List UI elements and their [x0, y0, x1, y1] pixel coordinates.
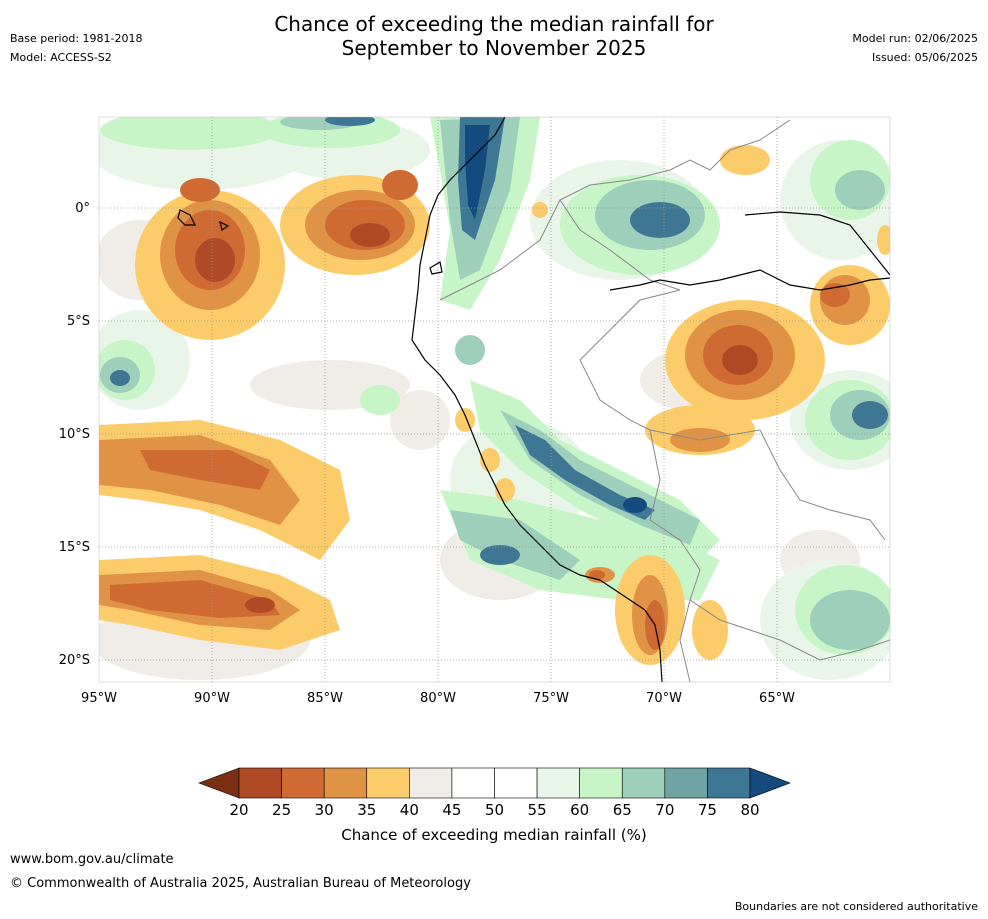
colorbar-segment — [536, 767, 580, 799]
colorbar-tick-label: 40 — [400, 801, 419, 819]
colorbar-tick-label: 80 — [740, 801, 759, 819]
colorbar-tick-label: 65 — [613, 801, 632, 819]
colorbar-tick-label: 60 — [570, 801, 589, 819]
colorbar-segment — [621, 767, 666, 799]
map-frame — [98, 116, 891, 683]
lon-label-80w: 80°W — [420, 691, 456, 706]
lon-label-70w: 70°W — [646, 691, 682, 706]
model-text: Model: ACCESS-S2 — [10, 51, 112, 64]
colorbar-tick-label: 30 — [315, 801, 334, 819]
colorbar-segment — [323, 767, 368, 799]
lat-label-20s: 20°S — [59, 653, 90, 668]
lat-label-15s: 15°S — [59, 540, 90, 555]
colorbar-segment — [664, 767, 708, 799]
colorbar-segment — [579, 767, 623, 799]
colorbar-tick-label: 70 — [655, 801, 674, 819]
lon-label-85w: 85°W — [307, 691, 343, 706]
model-run-text: Model run: 02/06/2025 — [852, 32, 978, 45]
colorbar-tick-label: 45 — [442, 801, 461, 819]
coastline — [177, 117, 890, 682]
colorbar-segment — [281, 767, 325, 799]
lat-label-0: 0° — [75, 201, 90, 216]
lon-label-75w: 75°W — [533, 691, 569, 706]
colorbar-tick-label: 25 — [272, 801, 291, 819]
colorbar-segment — [707, 767, 751, 799]
lon-label-65w: 65°W — [759, 691, 795, 706]
colorbar-tick-label: 55 — [528, 801, 547, 819]
colorbar-tick-label: 50 — [485, 801, 504, 819]
graticule — [99, 117, 890, 682]
lat-label-5s: 5°S — [67, 314, 90, 329]
wet-extreme-patches — [465, 125, 647, 513]
colorbar-tick-label: 35 — [357, 801, 376, 819]
colorbar: 20 25 30 35 40 45 50 55 60 65 70 75 80 — [198, 767, 791, 819]
map-field — [99, 117, 890, 682]
disclaimer-text: Boundaries are not considered authoritat… — [734, 900, 978, 913]
colorbar-segment — [409, 767, 453, 799]
lon-labels: 95°W 90°W 85°W 80°W 75°W 70°W 65°W — [81, 691, 795, 706]
colorbar-segment — [494, 767, 538, 799]
lon-label-90w: 90°W — [194, 691, 230, 706]
map-title: Chance of exceeding the median rainfall … — [0, 12, 988, 60]
colorbar-tick-label: 75 — [698, 801, 717, 819]
copyright-text: © Commonwealth of Australia 2025, Austra… — [10, 876, 471, 891]
colorbar-segment — [366, 767, 410, 799]
lat-label-10s: 10°S — [59, 427, 90, 442]
issued-text: Issued: 05/06/2025 — [871, 51, 978, 64]
colorbar-arrow-low — [198, 767, 240, 799]
colorbar-segment — [451, 767, 495, 799]
title-line-1: Chance of exceeding the median rainfall … — [274, 12, 714, 36]
colorbar-tick-label: 20 — [229, 801, 248, 819]
lat-labels: 0° 5°S 10°S 15°S 20°S — [59, 201, 90, 668]
colorbar-label: Chance of exceeding median rainfall (%) — [341, 826, 647, 844]
colorbar-segment — [238, 767, 282, 799]
website-url[interactable]: www.bom.gov.au/climate — [10, 852, 174, 867]
title-line-2: September to November 2025 — [341, 36, 647, 60]
lon-label-95w: 95°W — [81, 691, 117, 706]
country-boundaries — [439, 119, 890, 682]
colorbar-arrow-high — [749, 767, 791, 799]
dry-strongest-patches — [195, 223, 758, 613]
base-period-text: Base period: 1981-2018 — [10, 32, 143, 45]
